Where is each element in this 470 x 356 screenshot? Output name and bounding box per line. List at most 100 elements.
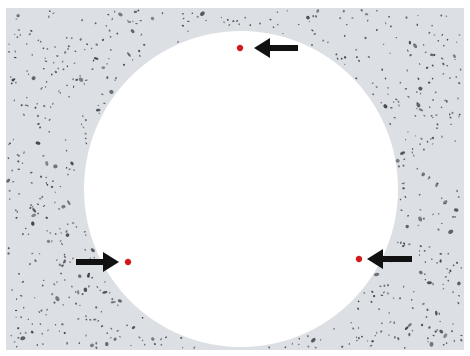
pinhole — [46, 308, 48, 311]
pinhole — [101, 93, 104, 96]
pinhole — [404, 326, 409, 330]
pinhole — [333, 328, 335, 330]
pinhole — [335, 53, 338, 56]
pinhole — [20, 104, 23, 107]
pinhole — [127, 20, 132, 24]
pinhole — [440, 222, 443, 225]
pinhole — [442, 200, 448, 205]
pinhole — [6, 178, 11, 183]
pinhole — [420, 137, 423, 140]
pinhole — [107, 13, 110, 16]
pinhole — [51, 239, 53, 243]
pinhole — [84, 137, 87, 140]
pinhole — [428, 326, 431, 329]
pinhole — [84, 248, 87, 251]
pinhole — [452, 215, 454, 218]
pinhole — [387, 87, 389, 89]
pinhole — [434, 330, 437, 333]
pinhole — [77, 274, 82, 278]
pinhole — [153, 343, 156, 346]
pinhole — [447, 279, 450, 282]
pinhole — [93, 256, 95, 259]
pinhole — [10, 76, 12, 78]
pinhole — [47, 329, 49, 332]
pinhole — [14, 209, 17, 212]
pinhole — [445, 15, 448, 18]
pinhole — [316, 9, 320, 13]
pinhole — [66, 84, 68, 87]
pinhole — [19, 34, 22, 36]
pinhole — [8, 189, 11, 192]
pinhole — [435, 310, 438, 316]
pinhole — [395, 36, 397, 39]
pinhole — [427, 177, 430, 180]
pinhole — [454, 140, 457, 142]
pinhole — [390, 25, 392, 28]
pinhole — [101, 66, 106, 69]
pinhole — [116, 32, 119, 35]
pinhole — [403, 285, 405, 288]
pinhole — [282, 32, 284, 35]
pinhole — [14, 309, 18, 312]
pinhole — [408, 40, 412, 45]
pinhole — [73, 169, 75, 171]
pinhole — [90, 248, 95, 253]
pinhole — [31, 213, 37, 218]
pinhole — [400, 209, 403, 211]
pinhole — [388, 334, 390, 336]
pinhole — [31, 221, 35, 226]
pinhole — [394, 335, 396, 339]
pinhole — [410, 298, 413, 301]
pinhole — [77, 318, 80, 320]
pinhole — [11, 289, 13, 291]
marker-dot-top — [236, 44, 244, 52]
pinhole — [446, 268, 449, 270]
pinhole — [95, 43, 98, 46]
pinhole — [109, 89, 114, 94]
pinhole — [460, 338, 463, 342]
pinhole — [27, 105, 29, 107]
pinhole — [106, 76, 109, 79]
pinhole — [50, 185, 54, 188]
pinhole — [403, 244, 406, 246]
pinhole — [65, 230, 68, 233]
pinhole — [54, 232, 57, 235]
pinhole — [23, 151, 25, 154]
pinhole — [82, 115, 84, 118]
pinhole — [379, 285, 382, 288]
pinhole — [100, 311, 103, 313]
pinhole — [151, 337, 155, 341]
pinhole — [36, 343, 38, 347]
pinhole — [411, 307, 414, 310]
pinhole — [276, 11, 279, 13]
pinhole — [78, 77, 84, 82]
pinhole — [17, 327, 20, 330]
pinhole — [417, 224, 420, 227]
pinhole — [133, 10, 138, 14]
pinhole — [55, 296, 60, 302]
pinhole — [431, 136, 435, 140]
pinhole — [406, 69, 408, 72]
pinhole — [418, 108, 423, 112]
pinhole — [404, 139, 407, 141]
pinhole — [64, 139, 67, 141]
pinhole — [61, 323, 64, 326]
pinhole — [284, 346, 287, 349]
pinhole — [460, 267, 462, 269]
pinhole — [14, 33, 16, 36]
pinhole — [395, 98, 398, 101]
pinhole — [114, 10, 116, 13]
arrow-left-icon — [254, 38, 298, 58]
pinhole — [187, 20, 190, 23]
pinhole — [444, 275, 447, 278]
pinhole — [33, 297, 36, 299]
pinhole — [54, 191, 57, 193]
pinhole — [82, 126, 85, 129]
pinhole — [413, 291, 415, 293]
pinhole — [414, 114, 417, 117]
pinhole — [109, 48, 112, 51]
pinhole — [27, 73, 30, 76]
pinhole — [38, 197, 42, 200]
pinhole — [16, 36, 19, 38]
pinhole — [48, 15, 50, 19]
